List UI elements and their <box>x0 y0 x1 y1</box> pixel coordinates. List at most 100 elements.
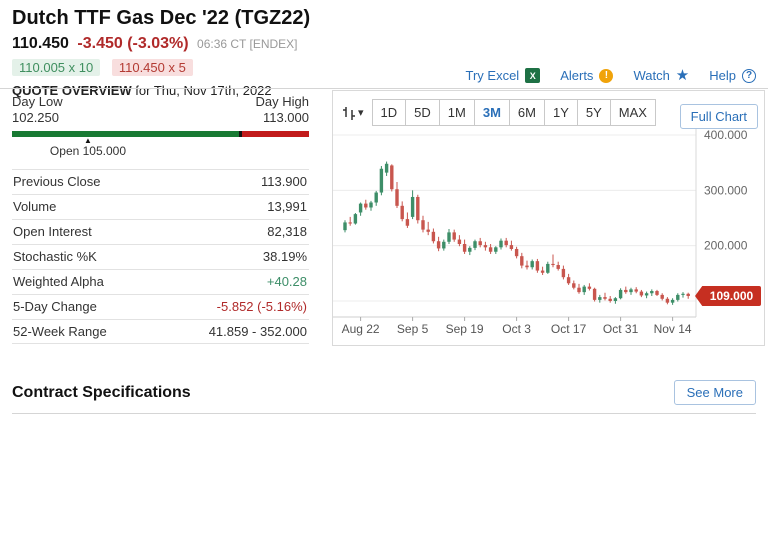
stat-value: +40.28 <box>266 274 307 289</box>
candle-body <box>530 261 534 268</box>
candle-body <box>499 240 503 248</box>
period-button-max[interactable]: MAX <box>609 99 656 126</box>
candle-body <box>358 203 363 213</box>
candle-body <box>686 293 690 297</box>
candlestick-chart[interactable]: 400.000 300.000 200.000 Aug 22 Sep 5 Sep 19 Oc… <box>333 127 765 346</box>
candle-body <box>473 241 477 248</box>
candle-body <box>546 263 550 273</box>
specs-title: Contract Specifications <box>12 383 191 401</box>
range-bar-green <box>12 130 239 137</box>
period-button-5d[interactable]: 5D <box>405 99 440 126</box>
period-button-6m[interactable]: 6M <box>508 99 545 126</box>
candle-body <box>488 247 493 252</box>
period-button-1m[interactable]: 1M <box>438 99 475 126</box>
stats-table: Previous Close 113.900 Volume 13,991 Open In… <box>12 168 309 344</box>
candle-body <box>556 265 560 269</box>
y-axis-label: 400.000 <box>704 128 748 142</box>
help-link[interactable]: Help <box>709 68 736 83</box>
candle-body <box>587 286 592 289</box>
price-row: 110.450 -3.450 (-3.03%) 06:36 CT [ENDEX] <box>12 35 756 53</box>
excel-icon[interactable]: X <box>525 68 541 83</box>
stat-value: -5.852 (-5.16%) <box>216 299 307 314</box>
stat-value: 41.859 - 352.000 <box>208 323 307 339</box>
ask-badge: 110.450 x 5 <box>111 59 193 76</box>
candle-body <box>650 291 654 294</box>
x-axis-label: Oct 31 <box>603 322 639 336</box>
open-triangle-icon: ▲ <box>84 135 92 145</box>
candle-body <box>353 214 358 224</box>
chart-toolbar: ▾ 1D 5D 1M 3M 6M 1Y 5Y MAX <box>341 99 656 126</box>
stat-row: 52-Week Range 41.859 - 352.000 <box>12 318 309 344</box>
candle-body <box>613 298 618 301</box>
candle-body <box>655 291 659 295</box>
page-title: Dutch TTF Gas Dec '22 (TGZ22) <box>12 7 311 29</box>
try-excel-link[interactable]: Try Excel <box>465 68 520 83</box>
bid-badge: 110.005 x 10 <box>12 59 101 76</box>
period-button-1y[interactable]: 1Y <box>543 99 578 126</box>
candle-body <box>572 283 576 288</box>
day-range-bar <box>12 130 309 137</box>
y-axis-label: 300.000 <box>704 183 748 197</box>
candle-body <box>561 268 566 278</box>
chart-type-button[interactable]: ▾ <box>341 105 364 121</box>
candle-body <box>608 298 612 301</box>
candle-body <box>478 241 482 246</box>
alerts-link[interactable]: Alerts <box>560 68 594 83</box>
stat-label: 52-Week Range <box>13 323 107 339</box>
period-button-group: 1D 5D 1M 3M 6M 1Y 5Y MAX <box>371 99 656 126</box>
candle-body <box>520 256 524 266</box>
stat-label: 5-Day Change <box>13 299 97 314</box>
candle-body <box>577 287 581 293</box>
watch-star-icon[interactable]: ★ <box>675 67 690 84</box>
candle-body <box>468 247 472 252</box>
candle-body <box>504 240 508 246</box>
see-more-button[interactable]: See More <box>673 380 756 405</box>
candle-body <box>665 298 670 303</box>
header-links: Try Excel X Alerts ! Watch ★ Help ? <box>465 67 756 84</box>
price-change: -3.450 (-3.03%) <box>77 35 189 52</box>
chevron-down-icon: ▾ <box>358 107 364 119</box>
candle-body <box>483 245 488 248</box>
overview-date: for Thu, Nov 17th, 2022 <box>135 83 272 98</box>
candle-body <box>551 263 555 266</box>
period-button-3m[interactable]: 3M <box>473 99 510 126</box>
alert-bell-icon[interactable]: ! <box>599 68 614 83</box>
help-question-icon[interactable]: ? <box>742 68 756 83</box>
watch-link[interactable]: Watch <box>633 68 670 83</box>
candle-body <box>384 163 389 173</box>
range-bar-red <box>241 130 309 137</box>
day-low-label: Day Low <box>12 94 63 109</box>
last-price: 110.450 <box>12 35 69 52</box>
period-button-1d[interactable]: 1D <box>371 99 407 126</box>
stat-label: Stochastic %K <box>13 249 97 264</box>
stat-row: Volume 13,991 <box>12 193 309 219</box>
range-bar-last-marker <box>238 130 242 137</box>
candle-body <box>421 220 425 230</box>
quote-timestamp: 06:36 CT [ENDEX] <box>197 37 298 51</box>
day-high-value: 113.000 <box>262 110 309 126</box>
candle-body <box>670 299 675 303</box>
full-chart-button[interactable]: Full Chart <box>679 104 758 129</box>
candle-body <box>457 239 462 245</box>
day-high-label: Day High <box>255 94 309 109</box>
quote-overview-panel: Day Low 102.250 Day High 113.000 ▲ Open … <box>12 94 309 344</box>
candle-body <box>592 288 597 300</box>
candle-body <box>442 241 446 249</box>
stat-value: 38.19% <box>262 249 307 264</box>
chart-panel: ▾ 1D 5D 1M 3M 6M 1Y 5Y MAX Full Chart 400.000 30… <box>332 90 765 346</box>
stat-label: Previous Close <box>13 174 101 189</box>
contract-specifications-section: Contract Specifications See More <box>12 380 756 414</box>
period-button-5y[interactable]: 5Y <box>576 99 611 126</box>
candle-body <box>364 203 368 208</box>
candle-body <box>582 286 586 293</box>
stat-value: 82,318 <box>267 224 307 239</box>
stat-label: Volume <box>13 199 57 214</box>
candle-body <box>343 222 347 231</box>
candle-body <box>629 289 633 293</box>
candle-body <box>431 231 436 242</box>
candle-body <box>436 241 441 249</box>
overview-label: QUOTE OVERVIEW <box>12 83 132 98</box>
candle-body <box>374 192 378 203</box>
stat-row: Previous Close 113.900 <box>12 168 309 194</box>
open-label: Open 105.000 <box>49 144 127 159</box>
